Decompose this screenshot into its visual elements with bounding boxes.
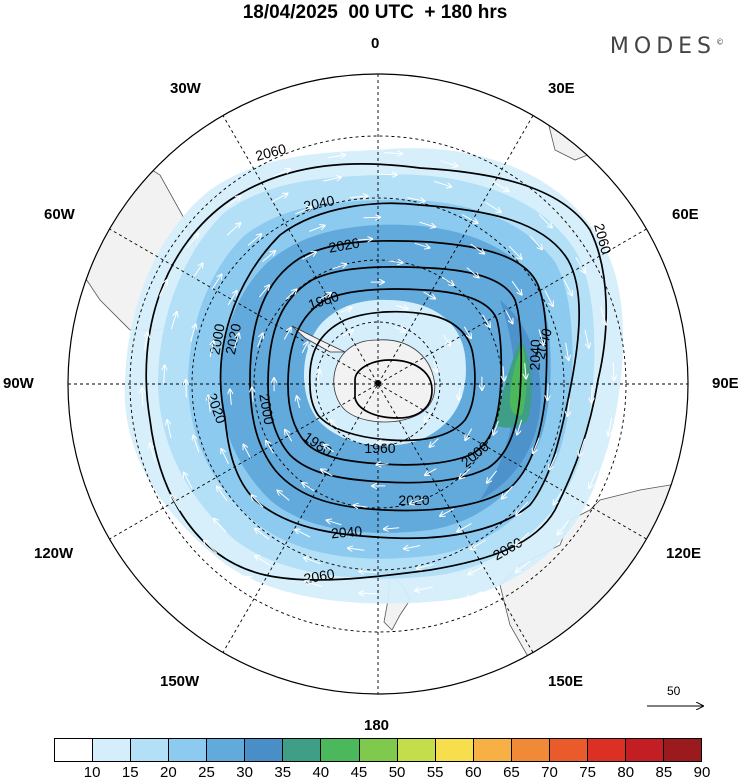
colorbar-cell	[626, 739, 664, 761]
wind-arrow	[186, 380, 187, 398]
wind-arrow	[364, 217, 381, 218]
colorbar-label: 15	[122, 764, 139, 781]
polar-stereographic-map: 2060 2040 2020 1980 2020 2000 1960 1980 …	[0, 0, 750, 782]
colorbar-cell	[436, 739, 474, 761]
lon-label-60w: 60W	[44, 206, 75, 223]
lon-label-90e: 90E	[712, 375, 739, 392]
low-center-marker	[375, 380, 381, 386]
lon-label-30w: 30W	[170, 80, 201, 97]
colorbar-cell	[321, 739, 359, 761]
colorbar-cell	[512, 739, 550, 761]
colorbar-cell	[283, 739, 321, 761]
colorbar-labels: 10 15 20 25 30 35 40 45 50 55 60 65 70 75 80 85 90	[54, 764, 702, 782]
wind-speed-colorbar	[54, 738, 702, 762]
contour-label: 2020	[398, 492, 429, 508]
colorbar-cell	[398, 739, 436, 761]
arrow-right-icon	[645, 684, 705, 714]
wind-arrow	[376, 464, 388, 465]
lon-label-30e: 30E	[548, 80, 575, 97]
colorbar-cell	[169, 739, 207, 761]
lon-label-60e: 60E	[672, 206, 699, 223]
colorbar-cell	[131, 739, 169, 761]
colorbar-label: 80	[617, 764, 634, 781]
colorbar-cell	[664, 739, 701, 761]
colorbar-label: 10	[84, 764, 101, 781]
colorbar-label: 20	[160, 764, 177, 781]
colorbar-label: 70	[541, 764, 558, 781]
colorbar-label: 60	[465, 764, 482, 781]
reference-vector: 50	[645, 684, 705, 714]
lon-label-90w: 90W	[3, 375, 34, 392]
colorbar-label: 55	[427, 764, 444, 781]
colorbar-cell	[550, 739, 588, 761]
colorbar-cell	[93, 739, 131, 761]
lon-label-0: 0	[371, 35, 379, 52]
colorbar-cell	[207, 739, 245, 761]
colorbar-label: 50	[389, 764, 406, 781]
lon-label-180: 180	[364, 717, 389, 734]
lon-label-120e: 120E	[666, 545, 701, 562]
colorbar-label: 25	[198, 764, 215, 781]
lon-label-120w: 120W	[34, 545, 73, 562]
colorbar-label: 75	[579, 764, 596, 781]
colorbar-label: 40	[312, 764, 329, 781]
colorbar-label: 90	[694, 764, 711, 781]
colorbar-label: 35	[274, 764, 291, 781]
colorbar-label: 85	[656, 764, 673, 781]
colorbar-cell	[245, 739, 283, 761]
lon-label-150w: 150W	[160, 673, 199, 690]
colorbar-label: 65	[503, 764, 520, 781]
colorbar-cell	[55, 739, 93, 761]
colorbar-cell	[360, 739, 398, 761]
colorbar-cell	[474, 739, 512, 761]
colorbar-label: 30	[236, 764, 253, 781]
lon-label-150e: 150E	[548, 673, 583, 690]
colorbar-cell	[588, 739, 626, 761]
contour-label: 2040	[526, 339, 543, 371]
contour-label: 2040	[330, 523, 363, 542]
colorbar-label: 45	[351, 764, 368, 781]
